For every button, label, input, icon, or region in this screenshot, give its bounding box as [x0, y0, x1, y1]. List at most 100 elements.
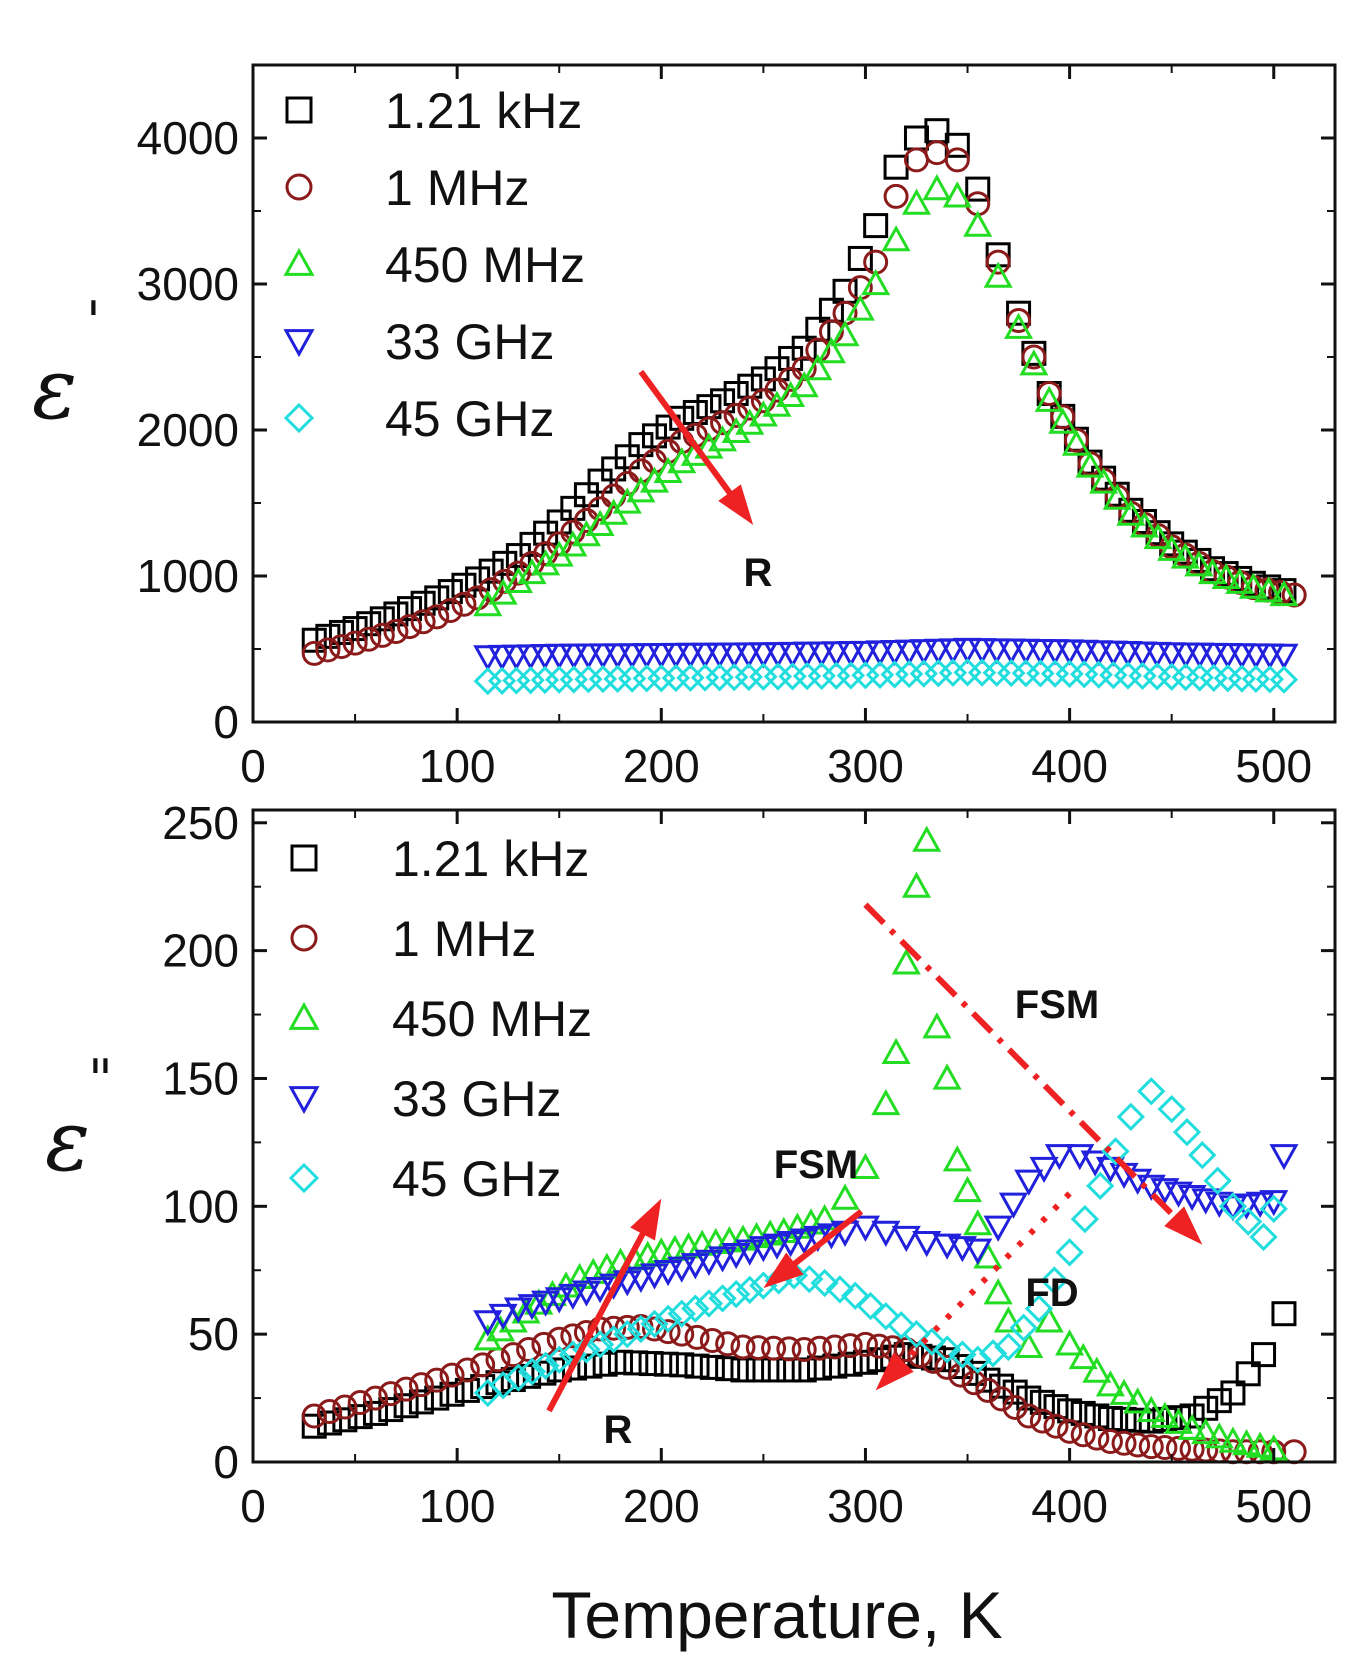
bottom-data-point	[825, 1275, 855, 1304]
top-y-tick-label: 2000	[137, 404, 239, 456]
top-data-point	[863, 213, 889, 239]
bottom-data-point	[623, 1350, 649, 1376]
bottom-data-point	[816, 1223, 846, 1250]
top-x-tick-label: 400	[1031, 740, 1108, 792]
bottom-series-1-mhz	[301, 1313, 1307, 1465]
bottom-data-point	[932, 1233, 962, 1260]
top-data-point	[901, 188, 932, 215]
bottom-data-point	[932, 1063, 962, 1090]
bottom-data-point	[730, 1334, 756, 1360]
bottom-data-point	[1206, 1388, 1232, 1414]
bottom-data-point	[1123, 1387, 1153, 1414]
top-data-point	[805, 337, 831, 363]
top-legend-item-33-ghz: 33 GHz	[283, 314, 555, 370]
bottom-data-point	[947, 1236, 977, 1263]
bottom-annotation-line	[546, 1223, 650, 1413]
top-data-point	[356, 626, 382, 652]
bottom-data-point	[934, 1354, 960, 1380]
bottom-data-point	[572, 1335, 601, 1364]
bottom-data-point	[963, 1238, 993, 1265]
bottom-data-point	[932, 1335, 962, 1364]
bottom-data-point	[473, 1324, 503, 1351]
top-data-point	[1269, 665, 1299, 694]
bottom-data-point	[545, 1345, 574, 1374]
top-data-point	[938, 638, 968, 665]
top-data-point	[315, 637, 341, 663]
bottom-data-point	[1204, 1422, 1234, 1449]
top-data-point	[719, 642, 749, 669]
top-data-point	[696, 416, 722, 442]
bottom-data-point	[748, 1236, 778, 1263]
bottom-data-point	[891, 1225, 921, 1253]
bottom-data-point	[639, 1263, 670, 1290]
bottom-data-point	[694, 1249, 724, 1276]
bottom-data-point	[1193, 1395, 1219, 1421]
bottom-data-point	[881, 1037, 911, 1065]
bottom-data-point	[626, 1314, 656, 1344]
top-data-point	[646, 643, 676, 670]
top-data-point	[952, 637, 983, 665]
bottom-data-point	[531, 1360, 557, 1386]
bottom-annotations: R FSM FSM FD	[546, 902, 1203, 1452]
bottom-annotation-arrowhead	[875, 1352, 914, 1391]
top-data-point	[641, 423, 667, 449]
bottom-data-point	[902, 1320, 931, 1349]
bottom-annotation-arrow	[546, 1198, 662, 1413]
bottom-data-point	[963, 1345, 992, 1374]
bottom-y-axis-label-double-prime: "	[88, 1048, 113, 1111]
top-legend-marker	[283, 402, 315, 434]
bottom-data-point	[1249, 1222, 1278, 1252]
top-data-point	[983, 261, 1013, 288]
top-data-point	[328, 634, 354, 660]
top-data-point	[1269, 643, 1299, 670]
top-legend-marker	[283, 247, 315, 276]
top-data-point	[1157, 642, 1187, 669]
top-y-axis-label-prime: '	[86, 290, 101, 353]
bottom-data-point	[1084, 1425, 1110, 1451]
top-data-point	[967, 638, 997, 665]
bottom-data-point	[1136, 1395, 1166, 1422]
bottom-data-point	[684, 1324, 710, 1350]
bottom-data-point	[332, 1407, 358, 1433]
bottom-data-point	[1086, 1171, 1115, 1200]
top-y-tick-label: 1000	[137, 550, 239, 602]
top-data-point	[789, 371, 819, 398]
bottom-y-tick-label: 0	[213, 1436, 239, 1488]
bottom-y-tick-label: 100	[162, 1180, 239, 1232]
bottom-data-point	[301, 1403, 327, 1429]
bottom-data-point	[1163, 1407, 1194, 1434]
bottom-data-point	[667, 1299, 696, 1328]
bottom-data-point	[708, 1284, 737, 1313]
top-panel: R 0 100 200 300 400 500 0 1000 2000 3000 4000 1.21…	[32, 63, 1337, 792]
bottom-data-point	[317, 1399, 343, 1425]
top-data-point	[544, 643, 574, 670]
bottom-data-point	[1109, 1378, 1139, 1405]
bottom-data-point	[684, 1353, 710, 1379]
bottom-data-point	[1235, 1361, 1261, 1387]
bottom-data-point	[922, 1012, 952, 1039]
top-legend-item-45-ghz: 45 GHz	[283, 391, 555, 447]
top-data-point	[1227, 643, 1257, 670]
bottom-data-point	[571, 1280, 601, 1307]
top-data-point	[748, 642, 778, 669]
top-data-point	[777, 641, 808, 669]
bottom-data-point	[1245, 1431, 1275, 1458]
bottom-data-point	[393, 1393, 419, 1419]
top-x-tick-label: 0	[240, 740, 266, 792]
bottom-data-point	[1218, 1426, 1248, 1453]
bottom-data-point	[1218, 1192, 1248, 1221]
bottom-data-point	[852, 1349, 878, 1375]
top-data-point	[410, 590, 436, 616]
top-data-point	[909, 639, 939, 666]
bottom-data-point	[891, 948, 921, 975]
bottom-data-point	[721, 1242, 751, 1270]
top-data-point	[531, 549, 561, 576]
top-data-point	[1075, 451, 1105, 478]
bottom-annotation-arrow	[875, 1191, 1072, 1391]
top-data-point	[1199, 642, 1229, 670]
bottom-data-point	[1014, 1169, 1044, 1196]
top-data-point	[603, 643, 633, 670]
top-x-tick-label: 500	[1235, 740, 1312, 792]
top-legend-label: 45 GHz	[385, 391, 555, 447]
